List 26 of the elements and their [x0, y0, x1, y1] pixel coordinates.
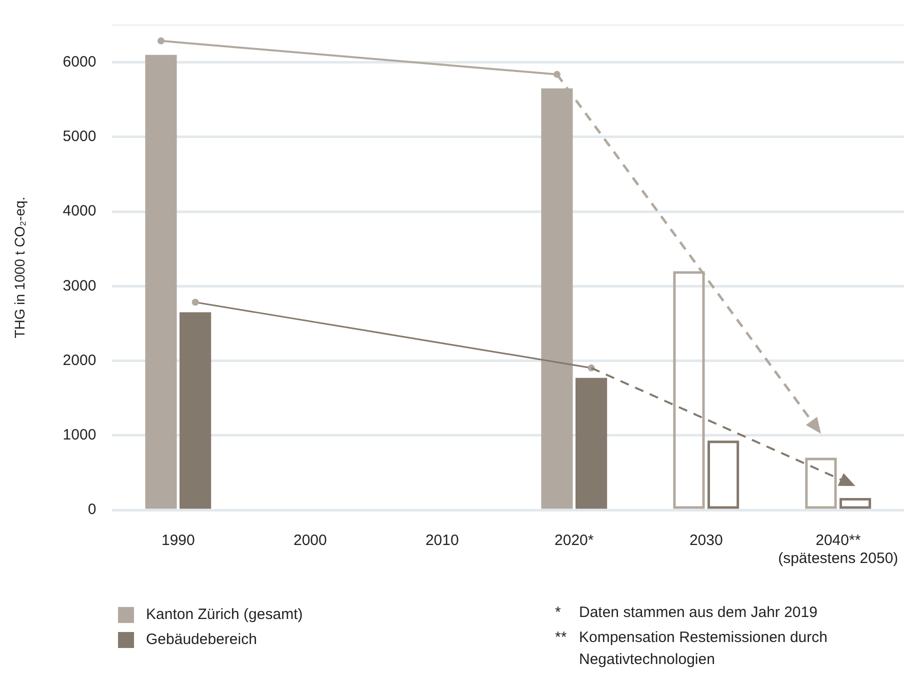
x-tick-label: 2010 [425, 532, 459, 550]
x-tick-label: 2020* [554, 532, 594, 550]
x-tick-label: 1990 [161, 532, 195, 550]
y-tick-label: 6000 [62, 53, 96, 70]
legend-label: Kanton Zürich (gesamt) [146, 606, 303, 623]
y-tick-label: 1000 [62, 426, 96, 444]
y-tick-label: 2000 [62, 352, 96, 369]
bar [673, 271, 705, 509]
y-axis-title: THG in 1000 t CO₂-eq. [11, 196, 28, 338]
y-tick-label: 0 [88, 501, 96, 518]
y-tick-label: 4000 [62, 202, 96, 220]
bar [805, 458, 837, 509]
y-tick-label: 3000 [62, 277, 96, 294]
x-tick-label: 2040** (spätestens 2050) [778, 532, 898, 568]
legend-label: Gebäudebereich [146, 631, 257, 648]
text: ** Kompensation Restemissionen durch Negativtechnologien [555, 628, 828, 670]
bar [541, 88, 573, 509]
x-tick-label: 2030 [689, 532, 723, 550]
bar [145, 54, 177, 509]
text: * Daten stammen aus dem Jahr 2019 [555, 604, 818, 621]
y-tick-label: 5000 [62, 128, 96, 146]
x-tick-label: 2000 [293, 532, 327, 550]
bar [180, 312, 212, 509]
bar [576, 378, 608, 509]
bar [708, 440, 740, 509]
bar [840, 498, 872, 509]
